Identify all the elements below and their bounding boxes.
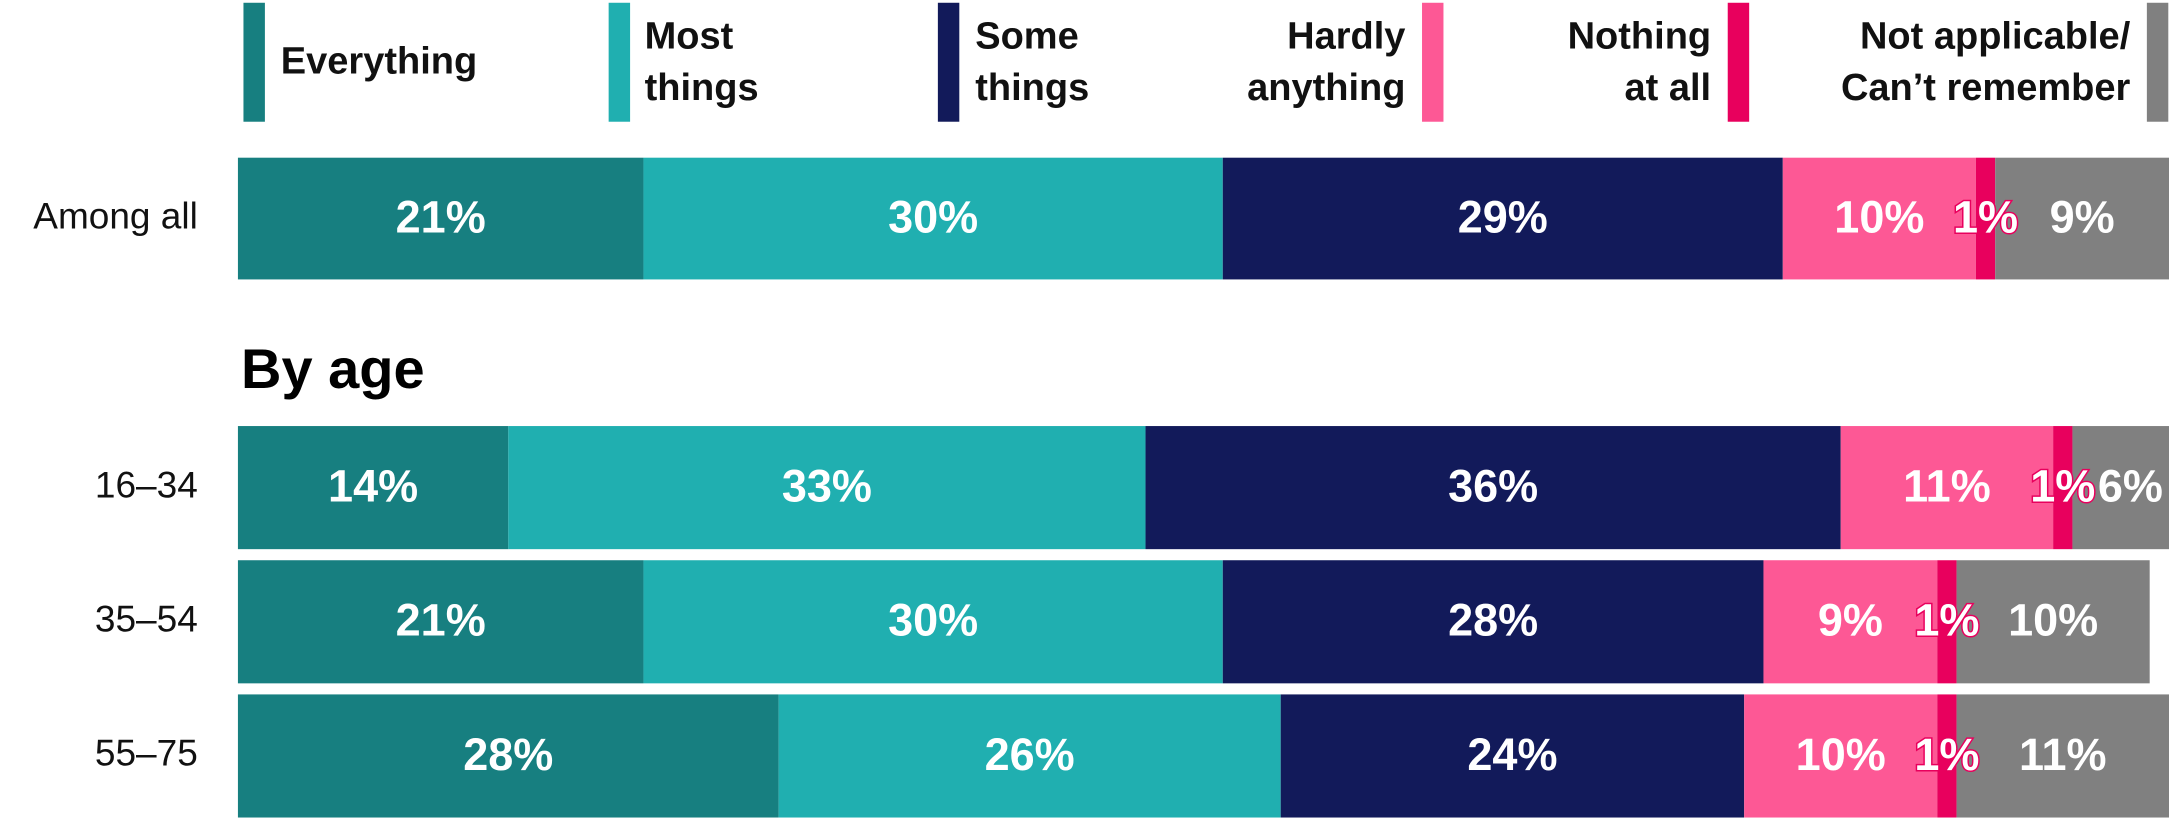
value-label: 30%: [888, 595, 978, 646]
bar-segment: [643, 157, 1223, 280]
value-label: 1%: [1914, 595, 1979, 646]
value-label: 9%: [2050, 191, 2115, 242]
value-label: 10%: [1796, 729, 1886, 780]
bar-segment: [1937, 694, 1957, 818]
legend-swatch: [2146, 2, 2169, 122]
value-label: 10%: [2008, 595, 2098, 646]
legend-swatch: [1727, 2, 1750, 122]
bar-segment: [237, 694, 779, 818]
value-label: 33%: [782, 461, 872, 512]
legend-label: Not applicable/Can’t remember: [1841, 16, 2131, 109]
legend-swatch: [243, 2, 265, 122]
value-label: 9%: [1818, 595, 1883, 646]
legend-swatch: [608, 2, 631, 122]
value-label: 21%: [396, 191, 486, 242]
bar-segment: [1782, 157, 1976, 280]
bar-segment: [1995, 157, 2169, 280]
bar-segment: [508, 426, 1146, 550]
bar-segment: [643, 560, 1223, 684]
legend-label: Some things: [975, 16, 1089, 109]
category-label: Among all: [33, 195, 198, 236]
bar-segment: [1145, 426, 1841, 550]
bar-segment: [1937, 560, 1957, 684]
value-label: 30%: [888, 191, 978, 242]
value-label: 29%: [1458, 191, 1548, 242]
category-label: 55–75: [95, 733, 198, 774]
section-heading: By age: [241, 337, 425, 400]
value-label: 11%: [2019, 729, 2107, 780]
value-label: 14%: [328, 461, 418, 512]
bar-segment: [1975, 157, 1996, 280]
bar-segment: [1222, 560, 1764, 684]
legend-swatch: [1422, 2, 1444, 122]
bar-segment: [1840, 426, 2054, 550]
bar-segment: [1763, 560, 1938, 684]
legend-label: Hardly anything: [1247, 16, 1405, 109]
bar-segment: [2072, 426, 2169, 550]
value-label: 1%: [1953, 191, 2018, 242]
value-label: 26%: [985, 729, 1075, 780]
bar-segment: [237, 560, 644, 684]
value-label: 28%: [463, 729, 553, 780]
value-label: 6%: [2098, 461, 2163, 512]
bar-segment: [778, 694, 1281, 818]
bar-segment: [1956, 560, 2150, 684]
category-label: 35–54: [95, 599, 198, 640]
bar-segment: [237, 426, 509, 550]
bar-segment: [2053, 426, 2073, 550]
bar-segment: [1222, 157, 1783, 280]
legend-label: Nothing at all: [1568, 16, 1712, 109]
value-label: 28%: [1448, 595, 1538, 646]
legend-label: Most things: [645, 16, 759, 109]
bar-segment: [1956, 694, 2169, 818]
value-label: 10%: [1834, 191, 1924, 242]
value-label: 11%: [1903, 461, 1991, 512]
legend-swatch: [937, 2, 960, 122]
value-label: 1%: [1914, 729, 1979, 780]
bar-segment: [1744, 694, 1938, 818]
value-label: 36%: [1448, 461, 1538, 512]
legend-label: Everything: [281, 41, 477, 83]
bar-segment: [1280, 694, 1745, 818]
value-label: 21%: [396, 595, 486, 646]
value-label: 24%: [1467, 729, 1557, 780]
bar-segment: [237, 157, 644, 280]
category-label: 16–34: [95, 464, 198, 505]
value-label: 1%: [2030, 461, 2095, 512]
